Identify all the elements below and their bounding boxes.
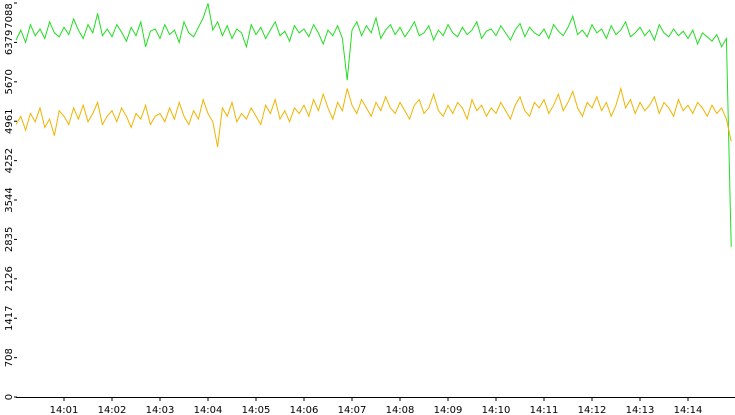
- y-tick-label: 6379: [4, 30, 15, 55]
- y-tick-label: 3544: [4, 187, 15, 212]
- series-line: [15, 3, 732, 247]
- series-line: [15, 86, 732, 147]
- x-tick-label: 14:11: [530, 405, 559, 415]
- x-tick-label: 14:12: [578, 405, 607, 415]
- y-tick-label: 4961: [4, 109, 15, 134]
- x-tick-label: 14:09: [434, 405, 463, 415]
- y-tick-label: 0: [4, 394, 15, 400]
- y-tick-label: 708: [4, 348, 15, 367]
- x-tick-label: 14:13: [626, 405, 655, 415]
- x-tick-label: 14:14: [674, 405, 703, 415]
- x-tick-label: 14:03: [146, 405, 175, 415]
- x-tick-label: 14:08: [386, 405, 415, 415]
- y-tick-label: 5670: [4, 69, 15, 94]
- x-tick-label: 14:07: [338, 405, 367, 415]
- x-tick-label: 14:10: [482, 405, 511, 415]
- x-tick-label: 14:04: [194, 405, 223, 415]
- x-tick-label: 14:06: [290, 405, 319, 415]
- x-tick-label: 14:02: [98, 405, 127, 415]
- y-tick-label: 1417: [4, 306, 15, 331]
- y-tick-label: 7088: [4, 3, 15, 28]
- x-tick-label: 14:01: [50, 405, 79, 415]
- y-tick-label: 2126: [4, 266, 15, 291]
- y-tick-label: 4252: [4, 148, 15, 173]
- y-tick-label: 2835: [4, 227, 15, 252]
- x-tick-label: 14:05: [242, 405, 271, 415]
